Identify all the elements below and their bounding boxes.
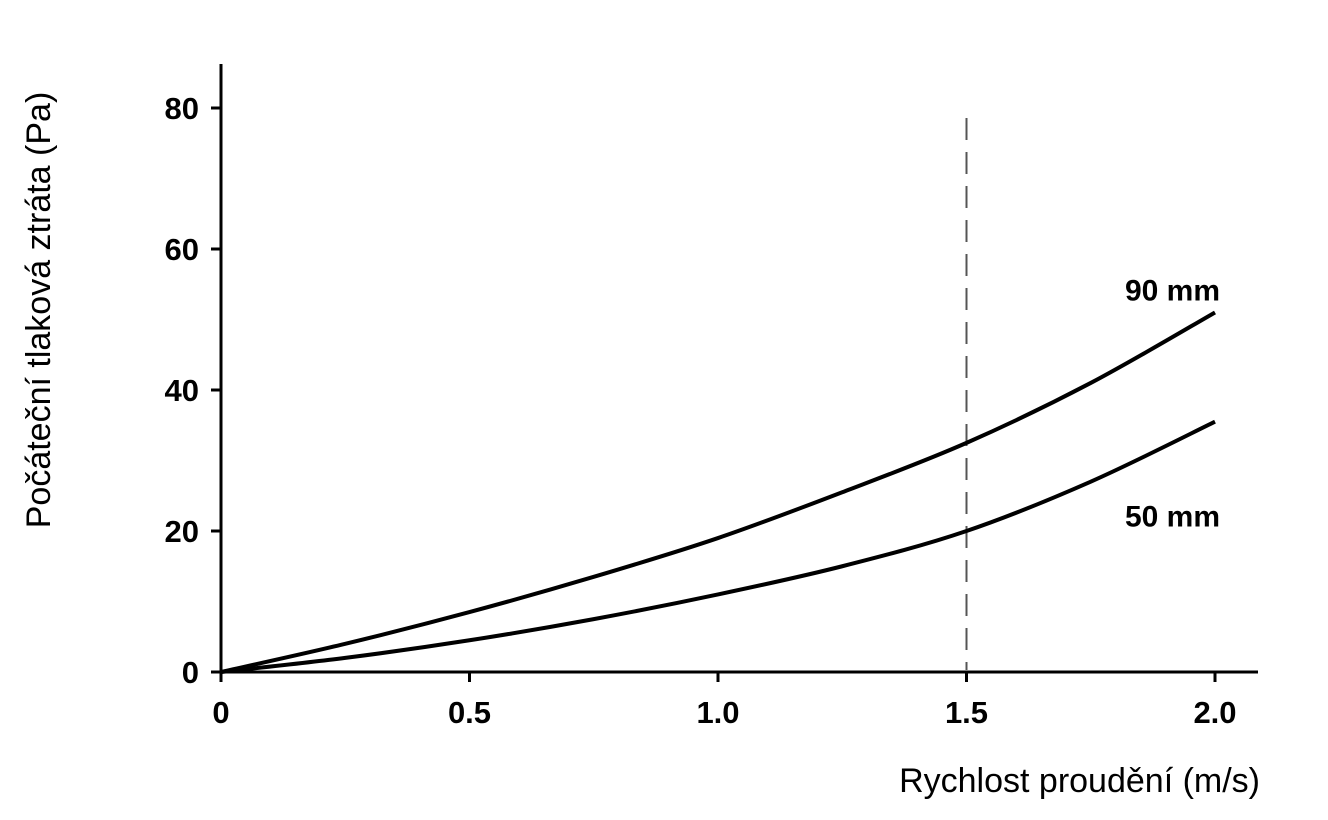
series-line-50-mm [220,419,1216,674]
y-tick-label: 20 [165,514,199,549]
y-tick-label: 60 [165,232,199,267]
series-group [220,310,1216,674]
series-line-90-mm [220,310,1216,674]
x-tick-label: 0.5 [448,695,491,730]
series-label: 90 mm [1125,274,1220,307]
series-labels: 90 mm 50 mm [1125,274,1220,533]
y-tick-label: 80 [165,91,199,126]
x-tick-label: 0 [212,695,229,730]
axes [219,64,1258,674]
y-tick-label: 0 [182,655,199,690]
x-axis-title: Rychlost proudění (m/s) [899,762,1260,800]
x-tick-label: 1.0 [696,695,739,730]
series-label: 50 mm [1125,501,1220,534]
y-tick-label: 40 [165,373,199,408]
ticks: 0 20 40 60 80 0 0.5 1.0 1.5 2.0 [165,91,1237,730]
y-axis-title: Počáteční tlaková ztráta (Pa) [20,92,58,529]
x-tick-label: 2.0 [1193,695,1236,730]
x-tick-label: 1.5 [945,695,988,730]
